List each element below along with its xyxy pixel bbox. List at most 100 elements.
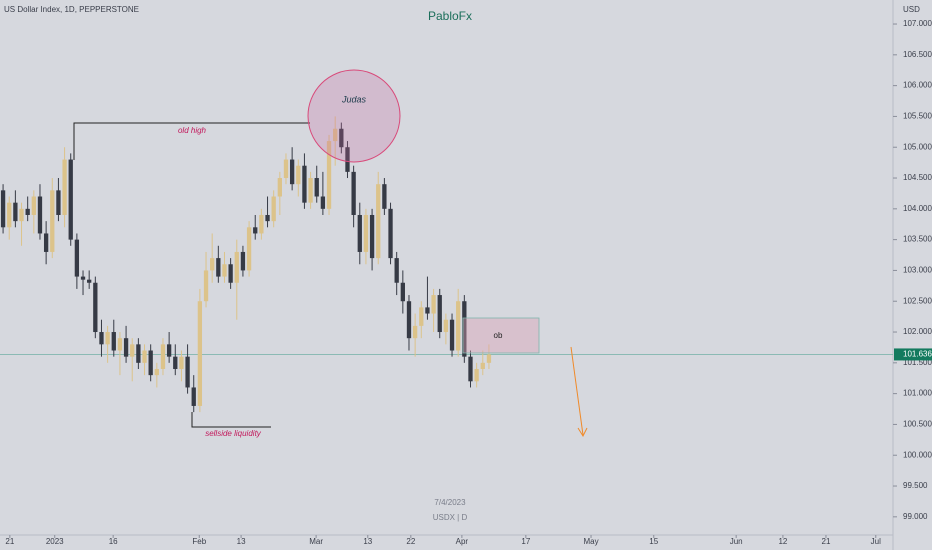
y-tick-label: 103.500: [903, 235, 932, 244]
candle-body: [210, 258, 215, 271]
candle-body: [173, 356, 178, 369]
candle-body: [111, 332, 116, 351]
candle-body: [382, 184, 387, 209]
candle-body: [253, 227, 258, 234]
candle-body: [123, 338, 129, 357]
candle-body: [240, 251, 246, 271]
candle-body: [474, 368, 479, 382]
last-price-box: [894, 348, 932, 361]
candle-body: [166, 344, 172, 357]
sellside-label: sellside liquidity: [205, 429, 262, 438]
candle-body: [412, 325, 418, 339]
watermark-symbol: USDX | D: [433, 513, 468, 522]
x-tick-label: 16: [109, 537, 118, 546]
y-tick-label: 106.500: [903, 50, 932, 59]
candle-body: [0, 190, 6, 228]
watermark-date: 7/4/2023: [434, 498, 466, 507]
candle-body: [314, 178, 319, 197]
candle-body: [443, 319, 449, 333]
candle-body: [369, 214, 375, 259]
y-tick-label: 104.000: [903, 204, 932, 213]
candle-body: [74, 239, 80, 277]
x-tick-label: Jun: [730, 537, 743, 546]
candle-body: [80, 276, 86, 280]
candle-body: [265, 214, 270, 222]
x-tick-label: 21: [5, 537, 14, 546]
x-tick-label: Apr: [456, 537, 469, 546]
chart-title: US Dollar Index, 1D, PEPPERSTONE: [4, 5, 139, 14]
candle-body: [191, 387, 196, 406]
candle-body: [302, 165, 307, 203]
candle-body: [117, 338, 123, 351]
x-tick-label: Mar: [309, 537, 323, 546]
arrow-head: [577, 427, 588, 438]
candle-body: [308, 178, 313, 203]
candle-body: [19, 208, 24, 222]
candle-body: [376, 184, 381, 259]
y-tick-label: 103.000: [903, 266, 932, 275]
candle-body: [283, 159, 289, 179]
candle-body: [320, 196, 326, 209]
y-tick-label: 106.000: [903, 81, 932, 90]
x-tick-label: Jul: [871, 537, 881, 546]
candle-body: [462, 301, 467, 357]
candle-body: [296, 165, 301, 185]
candle-body: [363, 214, 369, 252]
candle-body: [333, 128, 338, 142]
candle-body: [419, 307, 424, 326]
candle-body: [394, 258, 399, 283]
candle-body: [289, 159, 295, 185]
candle-body: [99, 332, 104, 345]
candle-body: [277, 178, 282, 197]
candle-body: [136, 344, 141, 363]
y-tick-label: 101.500: [903, 358, 932, 367]
ob-label: ob: [494, 331, 503, 340]
candle-body: [234, 251, 239, 283]
x-tick-label: 2023: [46, 537, 64, 546]
candle-body: [271, 196, 276, 222]
y-tick-label: 104.500: [903, 173, 932, 182]
candle-body: [486, 354, 492, 363]
old-high-label: old high: [178, 126, 207, 135]
y-tick-label: 105.000: [903, 142, 932, 151]
last-price-label: 101.636: [903, 350, 932, 359]
candle-body: [259, 214, 264, 234]
candle-body: [425, 307, 430, 314]
x-tick-label: Feb: [192, 537, 206, 546]
candle-body: [351, 171, 356, 215]
candle-body: [142, 350, 147, 363]
ob-box: [462, 317, 540, 354]
y-tick-label: 101.000: [903, 389, 932, 398]
y-tick-label: 99.000: [903, 512, 928, 521]
y-tick-label: 105.500: [903, 112, 932, 121]
candle-body: [7, 202, 12, 228]
x-tick-label: 21: [822, 537, 831, 546]
candle-body: [148, 350, 153, 376]
candle-body: [203, 270, 209, 302]
candle-body: [87, 279, 92, 283]
candle-body: [222, 264, 227, 277]
candle-body: [185, 356, 190, 388]
judas-label: Judas: [341, 94, 367, 104]
candle-body: [246, 227, 252, 271]
candle-body: [179, 356, 184, 369]
chart-subtitle: PabloFx: [428, 9, 472, 23]
candle-body: [93, 282, 98, 333]
x-tick-label: May: [583, 537, 598, 546]
candle-body: [339, 128, 344, 148]
x-tick-label: 12: [778, 537, 787, 546]
candle-body: [31, 196, 36, 215]
candle-body: [388, 208, 393, 259]
candle-body: [480, 362, 485, 369]
annotations: old high Judas sellside liquidity ob: [73, 69, 588, 438]
y-tick-label: 99.500: [903, 481, 928, 490]
candle-body: [431, 295, 436, 314]
candle-body: [43, 233, 49, 252]
x-tick-label: 17: [521, 537, 530, 546]
candle-body: [13, 202, 18, 222]
candle-body: [345, 147, 350, 172]
old-high-line: [73, 122, 310, 160]
candle-body: [62, 159, 67, 215]
